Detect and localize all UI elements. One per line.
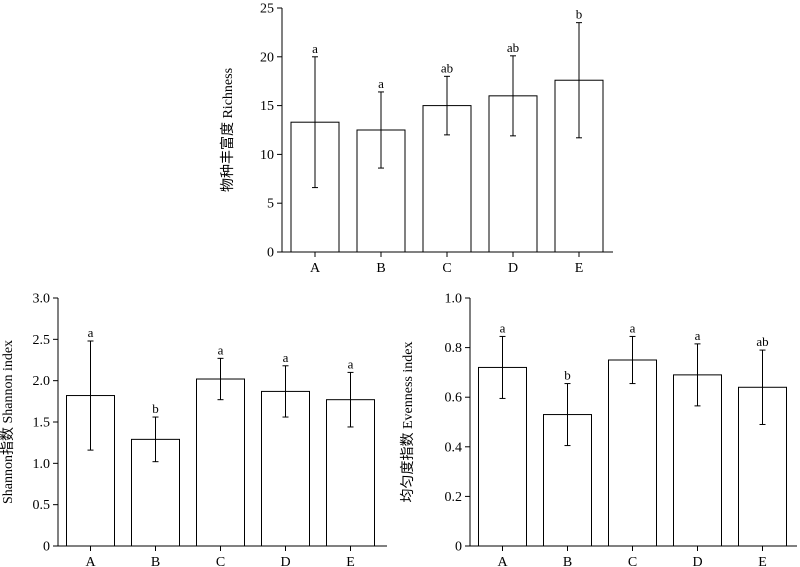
richness-error-bar-B: [378, 91, 384, 169]
richness-error-bar-C: [444, 75, 450, 136]
evenness-x-tick-label-E: E: [758, 555, 767, 567]
evenness-x-tick-label-A: A: [497, 555, 508, 567]
richness-bar-D: [488, 95, 538, 253]
shannon-y-tick-label: 2.0: [33, 374, 51, 389]
shannon-y-axis-label: Shannon指数 Shannon index: [0, 340, 16, 504]
shannon-y-tick-label: 2.5: [33, 333, 51, 348]
richness-y-tick-label: 5: [267, 197, 274, 212]
richness-x-tick-label-C: C: [442, 261, 451, 276]
shannon-bar-C: [196, 378, 245, 547]
evenness-significance-letter-D: a: [695, 328, 701, 343]
richness-x-tick-label-A: A: [310, 261, 321, 276]
evenness-x-tick-label-C: C: [628, 555, 637, 567]
shannon-significance-letter-A: a: [88, 325, 94, 340]
shannon-x-tick-label-A: A: [85, 555, 96, 567]
shannon-y-tick-label: 0: [43, 540, 50, 555]
evenness-error-bar-B: [564, 383, 571, 447]
richness-y-tick-label: 15: [260, 99, 274, 114]
shannon-x-tick-label-C: C: [216, 555, 225, 567]
shannon-y-tick-label: 0.5: [33, 498, 51, 513]
richness-x-tick-label-D: D: [508, 261, 518, 276]
richness-significance-letter-A: a: [312, 41, 318, 56]
evenness-error-bar-C: [629, 335, 636, 385]
shannon-error-bar-D: [282, 365, 289, 418]
evenness-y-tick-label: 0.2: [445, 490, 463, 505]
richness-error-bar-E: [576, 22, 582, 139]
shannon-error-bar-E: [347, 371, 354, 428]
richness-chart: 0 5 10 15 20 25 物种丰富度 Richness a Aa Bab Cab Db E: [219, 2, 613, 276]
evenness-y-tick-label: 1.0: [445, 292, 463, 307]
evenness-significance-letter-A: a: [500, 320, 506, 335]
shannon-x-tick-label-B: B: [151, 555, 160, 567]
richness-y-axis-label: 物种丰富度 Richness: [219, 68, 236, 192]
richness-x-tick-label-E: E: [575, 261, 584, 276]
shannon-significance-letter-B: b: [152, 401, 159, 416]
shannon-chart: 0 0.5 1.0 1.5 2.0 2.5 3.0 Shannon指数 Shannon ind…: [0, 292, 387, 567]
evenness-y-tick-label: 0.6: [445, 391, 463, 406]
evenness-error-bar-D: [694, 343, 701, 407]
richness-significance-letter-D: ab: [507, 40, 519, 55]
evenness-significance-letter-E: ab: [756, 334, 768, 349]
shannon-significance-letter-D: a: [283, 350, 289, 365]
shannon-y-tick-label: 3.0: [33, 292, 51, 307]
shannon-y-tick-label: 1.5: [33, 416, 51, 431]
shannon-significance-letter-E: a: [348, 356, 354, 371]
evenness-y-axis-label: 均匀度指数 Evenness index: [400, 342, 416, 503]
evenness-error-bar-A: [499, 335, 506, 399]
richness-significance-letter-E: b: [576, 7, 583, 22]
richness-error-bar-D: [510, 55, 516, 137]
evenness-error-bar-E: [759, 349, 766, 425]
evenness-bar-C: [608, 359, 657, 547]
evenness-significance-letter-B: b: [564, 368, 571, 383]
evenness-y-tick-label: 0.4: [445, 440, 463, 455]
richness-y-tick-label: 25: [260, 2, 274, 17]
evenness-x-tick-label-B: B: [563, 555, 572, 567]
richness-significance-letter-C: ab: [441, 60, 453, 75]
shannon-error-bar-B: [152, 416, 159, 463]
evenness-x-tick-label-D: D: [692, 555, 702, 567]
richness-y-tick-label: 20: [260, 50, 274, 65]
shannon-significance-letter-C: a: [218, 342, 224, 357]
evenness-chart: 0 0.2 0.4 0.6 0.8 1.0 均匀度指数 Evenness index a Ab B…: [400, 292, 797, 567]
richness-x-tick-label-B: B: [376, 261, 385, 276]
shannon-y-tick-label: 1.0: [33, 457, 51, 472]
shannon-x-tick-label-D: D: [280, 555, 290, 567]
richness-y-tick-label: 10: [260, 148, 274, 163]
shannon-error-bar-A: [87, 340, 94, 451]
shannon-error-bar-C: [217, 357, 224, 401]
evenness-significance-letter-C: a: [630, 320, 636, 335]
richness-significance-letter-B: a: [378, 76, 384, 91]
richness-error-bar-A: [312, 56, 318, 189]
evenness-y-tick-label: 0: [455, 540, 462, 555]
evenness-y-tick-label: 0.8: [445, 341, 463, 356]
shannon-x-tick-label-E: E: [346, 555, 355, 567]
richness-y-tick-label: 0: [267, 246, 274, 261]
